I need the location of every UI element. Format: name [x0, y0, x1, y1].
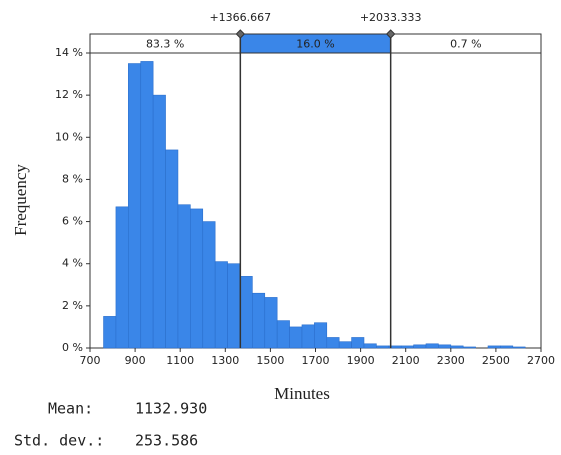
- threshold-label: +1366.667: [209, 11, 271, 24]
- bar: [500, 345, 514, 349]
- bar: [252, 292, 266, 349]
- bar: [301, 324, 315, 349]
- x-tick-label: 2700: [527, 354, 555, 367]
- bar: [326, 337, 340, 349]
- bar: [438, 344, 452, 349]
- x-tick-label: 1900: [347, 354, 375, 367]
- bar: [264, 297, 278, 349]
- bar: [487, 345, 501, 349]
- y-tick-label: 12 %: [55, 88, 83, 101]
- bar: [363, 343, 377, 349]
- bar: [239, 276, 253, 349]
- x-tick-label: 2500: [482, 354, 510, 367]
- bar: [351, 337, 365, 349]
- x-tick-label: 1700: [302, 354, 330, 367]
- y-tick-label: 14 %: [55, 46, 83, 59]
- bar: [413, 344, 427, 349]
- y-tick-label: 8 %: [62, 172, 83, 185]
- bar: [425, 343, 439, 349]
- stat-label: Mean:: [48, 400, 93, 418]
- stat-label: Std. dev.:: [14, 432, 104, 450]
- bar: [276, 320, 290, 349]
- stat-value: 253.586: [135, 432, 198, 450]
- bar: [190, 208, 204, 349]
- x-tick-label: 2100: [392, 354, 420, 367]
- bar: [177, 204, 191, 349]
- bar: [289, 326, 303, 349]
- bar: [314, 322, 328, 349]
- y-tick-label: 2 %: [62, 299, 83, 312]
- bar: [338, 341, 352, 349]
- y-axis-label: Frequency: [11, 164, 30, 236]
- bar: [165, 149, 179, 349]
- x-axis-label: Minutes: [274, 384, 330, 403]
- bar: [227, 263, 241, 349]
- bar: [400, 345, 414, 349]
- bar: [214, 261, 228, 349]
- x-tick-label: 2300: [437, 354, 465, 367]
- stat-value: 1132.930: [135, 400, 207, 418]
- threshold-handle: [235, 29, 246, 39]
- x-tick-label: 700: [80, 354, 101, 367]
- y-tick-label: 0 %: [62, 341, 83, 354]
- bar: [462, 346, 476, 349]
- region-label: 0.7 %: [450, 38, 481, 51]
- threshold-label: +2033.333: [360, 11, 422, 24]
- bar: [128, 63, 142, 349]
- y-tick-label: 4 %: [62, 257, 83, 270]
- bar: [103, 316, 117, 349]
- bar: [450, 345, 464, 349]
- y-tick-label: 6 %: [62, 215, 83, 228]
- x-tick-label: 900: [125, 354, 146, 367]
- threshold-handle: [385, 29, 396, 39]
- bar: [152, 94, 166, 349]
- bar: [376, 345, 390, 349]
- bar: [202, 221, 216, 349]
- bar: [115, 206, 129, 349]
- x-tick-label: 1100: [166, 354, 194, 367]
- region-label: 16.0 %: [296, 38, 334, 51]
- bar: [140, 61, 154, 349]
- region-label: 83.3 %: [146, 38, 184, 51]
- x-tick-label: 1500: [256, 354, 284, 367]
- y-tick-label: 10 %: [55, 130, 83, 143]
- x-tick-label: 1300: [211, 354, 239, 367]
- bar: [512, 346, 526, 349]
